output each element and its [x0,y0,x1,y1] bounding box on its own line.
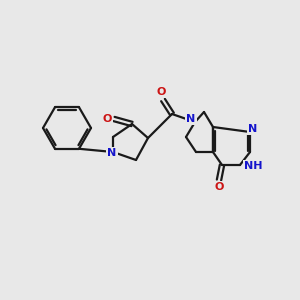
Text: O: O [156,87,166,97]
Text: N: N [107,148,117,158]
Text: N: N [186,114,196,124]
Text: O: O [102,114,112,124]
Text: NH: NH [244,161,262,171]
Text: O: O [214,182,224,192]
Text: N: N [248,124,258,134]
